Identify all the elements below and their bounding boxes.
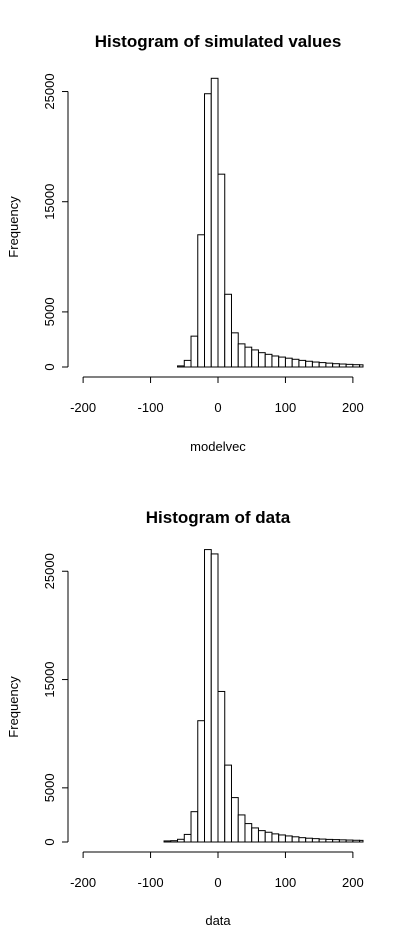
histogram-bar	[204, 549, 212, 843]
histogram-bar	[183, 833, 192, 843]
y-tick-label: 5000	[42, 297, 57, 326]
x-tick-label: 200	[342, 400, 364, 415]
y-tick-label: 0	[42, 363, 57, 370]
histogram-bar	[305, 837, 313, 843]
y-tick-label: 15000	[42, 661, 57, 697]
histogram-bar	[284, 835, 293, 843]
histogram-bar	[177, 365, 185, 368]
x-tick-label: 100	[275, 875, 297, 890]
histogram-bar	[338, 363, 347, 368]
histogram-bar	[359, 364, 364, 368]
histogram-bar	[244, 823, 253, 843]
histogram-panel-data: Histogram of data 0 5000 15000 25000 -200 -1…	[6, 508, 364, 928]
y-tick-label: 0	[42, 838, 57, 845]
histogram-bar	[298, 837, 307, 843]
histogram-bar	[190, 811, 199, 843]
histogram-bar	[311, 838, 320, 843]
histogram-bar	[177, 838, 185, 843]
histogram-bars	[163, 549, 364, 843]
histogram-bar	[345, 839, 354, 843]
y-tick-label: 25000	[42, 73, 57, 109]
histogram-bar	[298, 359, 307, 368]
histogram-bar	[163, 840, 172, 843]
y-axis: 0 5000 15000 25000	[42, 73, 69, 371]
histogram-bar	[325, 838, 334, 843]
histogram-bar	[359, 839, 364, 843]
histogram-bar	[345, 363, 354, 368]
histogram-bar	[197, 234, 206, 368]
histogram-bar	[291, 836, 300, 843]
histogram-bar	[190, 335, 199, 368]
histogram-bar	[338, 839, 347, 843]
histogram-bar	[230, 797, 239, 843]
y-axis: 0 5000 15000 25000	[42, 553, 69, 846]
chart-title: Histogram of data	[146, 508, 291, 527]
histogram-bar	[271, 833, 280, 843]
x-tick-label: 200	[342, 875, 364, 890]
histogram-bar	[204, 93, 212, 368]
histogram-bar	[257, 352, 266, 368]
histogram-bar	[264, 831, 273, 843]
x-tick-label: 100	[275, 400, 297, 415]
x-tick-label: -100	[138, 875, 164, 890]
histogram-bar	[318, 838, 327, 843]
histogram-bar	[284, 357, 293, 368]
x-tick-label: -200	[70, 875, 96, 890]
histogram-bar	[224, 293, 232, 368]
histogram-bar	[170, 840, 179, 843]
histogram-bar	[210, 77, 219, 368]
histogram-bar	[332, 839, 340, 843]
histogram-bar	[257, 830, 266, 843]
histogram-bar	[271, 355, 280, 368]
x-axis: -200 -100 0 100 200	[70, 376, 364, 415]
x-tick-label: -200	[70, 400, 96, 415]
histogram-bar	[217, 690, 226, 843]
histogram-bar	[305, 360, 313, 368]
histogram-bar	[251, 827, 259, 843]
histogram-bar	[183, 359, 192, 368]
histogram-bar	[230, 332, 239, 368]
x-axis: -200 -100 0 100 200	[70, 851, 364, 890]
histogram-bar	[217, 173, 226, 368]
y-tick-label: 15000	[42, 184, 57, 220]
histogram-panel-simulated: Histogram of simulated values 0 5000 15000…	[6, 32, 364, 454]
x-tick-label: 0	[214, 875, 221, 890]
y-axis-label: Frequency	[6, 676, 21, 738]
histogram-bar	[291, 358, 300, 368]
y-tick-label: 25000	[42, 553, 57, 589]
x-tick-label: 0	[214, 400, 221, 415]
histogram-bar	[251, 349, 259, 368]
histogram-bar	[332, 363, 340, 368]
y-axis-label: Frequency	[6, 196, 21, 258]
histogram-bar	[278, 834, 286, 843]
histogram-bar	[311, 361, 320, 368]
histogram-bar	[237, 814, 246, 843]
histogram-bar	[278, 356, 286, 368]
histogram-bar	[352, 839, 361, 843]
histogram-bar	[197, 720, 206, 843]
histogram-bar	[224, 764, 232, 843]
histogram-bar	[318, 362, 327, 368]
y-tick-label: 5000	[42, 773, 57, 802]
histogram-bars	[177, 77, 364, 368]
x-tick-label: -100	[138, 400, 164, 415]
histogram-bar	[352, 364, 361, 368]
chart-title: Histogram of simulated values	[95, 32, 342, 51]
x-axis-label: modelvec	[190, 439, 246, 454]
x-axis-label: data	[205, 913, 231, 928]
histogram-bar	[237, 343, 246, 368]
histogram-bar	[210, 553, 219, 843]
histogram-bar	[325, 362, 334, 368]
histogram-bar	[244, 346, 253, 368]
histogram-bar	[264, 353, 273, 368]
